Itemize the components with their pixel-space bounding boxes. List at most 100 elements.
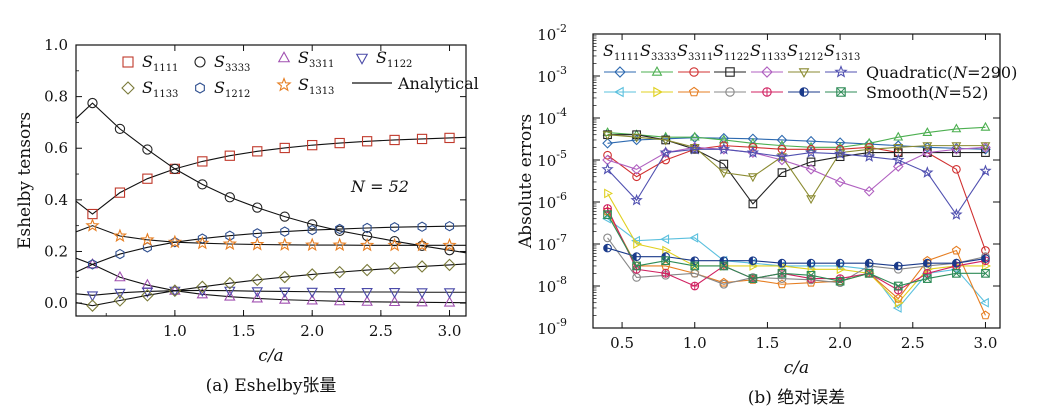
point-b-smooth-S3311 — [951, 245, 962, 255]
panel-a: 1.0 1.5 2.0 2.5 3.0 0.0 0.2 0.4 0.6 0.8 1.0 c/a Eshe… — [15, 36, 479, 396]
point-b-quadratic-S1313 — [892, 153, 905, 166]
y-tick-label-b: 10-5 — [537, 148, 567, 170]
point-b-quadratic-S1313 — [863, 150, 876, 162]
legend-label-S1111: S1111 — [142, 52, 178, 74]
legend-label-S1111-main: S — [142, 52, 153, 71]
point-a-S1111 — [361, 136, 373, 147]
legend-marker-quadratic-S1133 — [761, 66, 773, 78]
y-tick-label-b: 10-6 — [537, 190, 567, 212]
point-a-S3311 — [416, 295, 428, 307]
y-tick-exponent: -4 — [556, 106, 567, 119]
y-tick-label-b: 10-7 — [537, 232, 567, 254]
point-a-S1313 — [222, 236, 237, 251]
analytical-curve-S1212 — [76, 225, 466, 265]
point-a-S1133 — [113, 294, 127, 307]
point-b-quadratic-S1122 — [719, 159, 729, 169]
point-b-smooth-S1313 — [864, 269, 874, 278]
point-b-quadratic-S3333 — [806, 141, 816, 151]
line-b-quadratic-S3311 — [607, 145, 986, 251]
point-a-S1111 — [252, 146, 263, 157]
legend-label-S1122-main: S — [376, 48, 387, 67]
y-axis-label-b: Absolute errors — [516, 114, 536, 249]
point-a-S1133 — [360, 263, 374, 277]
point-a-S1212 — [115, 248, 125, 260]
legend-row-italic: N — [952, 63, 968, 82]
point-b-quadratic-S3333 — [893, 131, 904, 141]
point-b-smooth-S1111 — [979, 297, 989, 308]
legend-marker-S1313 — [276, 76, 292, 92]
analytical-curve-S1122 — [76, 289, 466, 296]
point-a-S1133 — [141, 289, 154, 302]
point-a-S1133 — [86, 299, 99, 312]
point-b-smooth-S1313 — [748, 274, 758, 283]
y-tick-base: 10 — [537, 110, 556, 128]
legend-marker-smooth-S1111 — [614, 86, 624, 98]
x-tick-label-b: 3.0 — [974, 334, 998, 352]
point-a-S1212 — [417, 221, 427, 232]
point-a-S1122 — [306, 287, 318, 299]
series-a-S1313 — [85, 218, 457, 252]
legend-marker-smooth-S3311 — [688, 86, 700, 97]
point-a-S3333 — [197, 179, 208, 190]
point-b-smooth-S3333 — [633, 239, 643, 249]
point-b-smooth-S1313 — [922, 274, 932, 283]
legend-row-text-after: =290) — [967, 63, 1017, 82]
legend-header-1212-sub: 1212 — [798, 52, 823, 63]
legend-label-S1313: S1313 — [298, 75, 334, 97]
x-tick-label-b: 2.0 — [828, 334, 852, 352]
point-b-smooth-S1212 — [922, 258, 932, 268]
legend-header-1133-sub: 1133 — [761, 52, 786, 63]
legend-header-1122: S1122 — [713, 41, 749, 63]
legend-label-S1212-sub: 1212 — [225, 89, 250, 100]
point-a-S1111 — [224, 150, 235, 161]
point-a-S1313 — [414, 237, 430, 252]
legend-label-S1313-sub: 1313 — [309, 86, 334, 97]
legend-header-3333: S3333 — [640, 41, 676, 63]
point-b-quadratic-S1212 — [951, 142, 962, 152]
x-axis-label-a: c/a — [258, 346, 283, 366]
point-a-S3333 — [169, 163, 181, 175]
point-a-S1313 — [332, 237, 347, 252]
legend-label-S1122-sub: 1122 — [387, 59, 412, 70]
line-b-quadratic-S3333 — [607, 126, 986, 148]
legend-row-text-after: =52) — [948, 83, 988, 102]
point-b-smooth-S3311 — [777, 279, 787, 289]
point-a-S1111 — [114, 187, 126, 198]
analytical-curve-S3311 — [76, 263, 466, 304]
legend-label-S3311-sub: 3311 — [309, 59, 334, 70]
point-a-S1313 — [85, 218, 100, 232]
point-b-quadratic-S3311 — [661, 155, 671, 165]
point-b-smooth-S1122 — [603, 233, 612, 243]
x-tick-label-b: 1.5 — [755, 334, 779, 352]
point-b-quadratic-S1212 — [602, 131, 613, 141]
legend-marker-quadratic-S3333 — [651, 66, 663, 76]
point-b-quadratic-S1122 — [748, 199, 758, 209]
y-tick-label-a: 0.0 — [44, 294, 68, 312]
legend-label-S1133-main: S — [142, 78, 153, 97]
legend-marker-smooth-S1212 — [799, 87, 809, 97]
series-b-quadratic-S1313 — [601, 142, 992, 220]
y-tick-label-a: 0.2 — [44, 242, 68, 260]
point-b-quadratic-S1313 — [804, 146, 818, 158]
point-b-smooth-S1212 — [632, 252, 641, 261]
point-b-quadratic-S1313 — [746, 146, 760, 158]
point-b-quadratic-S1133 — [892, 161, 904, 172]
point-a-S1313 — [277, 237, 292, 251]
caption-a: (a) Eshelby张量 — [206, 376, 337, 396]
point-b-smooth-S1111 — [660, 234, 670, 245]
point-b-quadratic-S1133 — [834, 176, 846, 188]
point-b-smooth-S1122 — [719, 279, 729, 289]
point-b-quadratic-S1122 — [777, 168, 787, 177]
y-tick-exponent: -8 — [556, 274, 567, 287]
point-a-S1122 — [333, 287, 346, 299]
y-tick-base: 10 — [537, 68, 556, 86]
line-b-quadratic-S1212 — [607, 134, 986, 200]
y-tick-label-b: 10-3 — [537, 64, 567, 86]
point-b-quadratic-S3311 — [952, 164, 961, 174]
point-b-smooth-S1313 — [661, 256, 671, 266]
point-b-quadratic-S1111 — [776, 134, 788, 146]
plot-area-b — [601, 121, 992, 320]
legend-marker-S1212 — [195, 82, 205, 94]
